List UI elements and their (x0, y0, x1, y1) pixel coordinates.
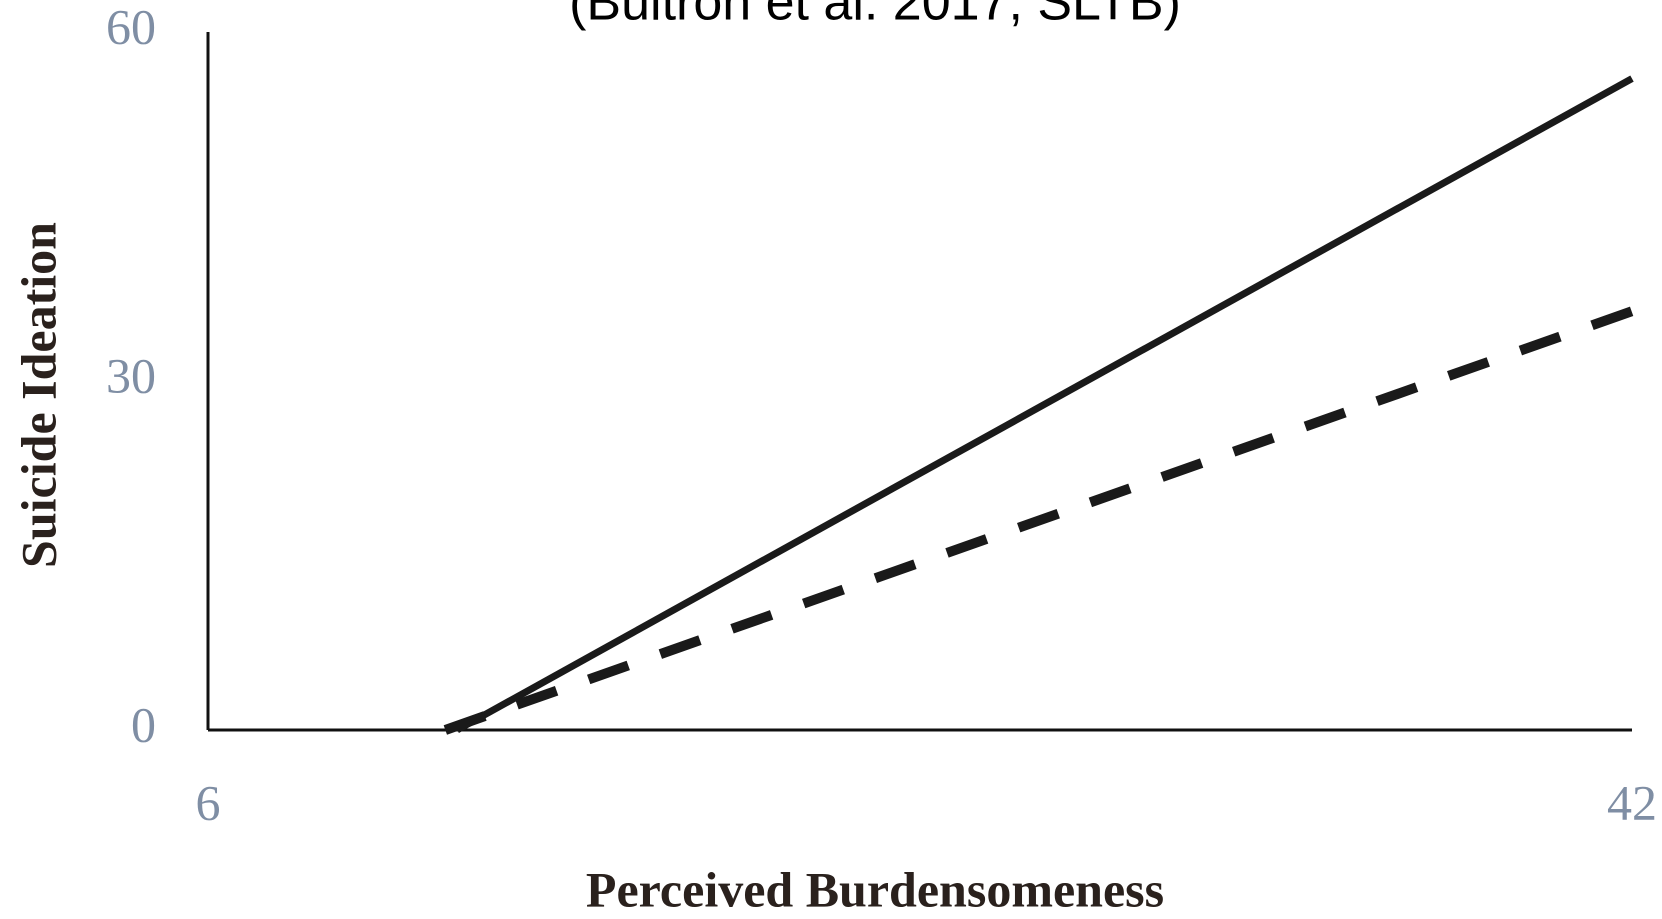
x-tick-label: 42 (1607, 774, 1657, 830)
line (443, 306, 1634, 735)
x-tick-label: 6 (196, 774, 221, 830)
x-axis-label: Perceived Burdensomeness (586, 861, 1164, 917)
line (455, 75, 1634, 734)
y-tick-label: 60 (106, 0, 156, 54)
chart-title: (Bultron et al. 2017, SLTB) (569, 0, 1181, 32)
y-axis-label: Suicide Ideation (10, 222, 66, 568)
y-tick-label: 0 (131, 696, 156, 752)
y-tick-label: 30 (106, 347, 156, 403)
